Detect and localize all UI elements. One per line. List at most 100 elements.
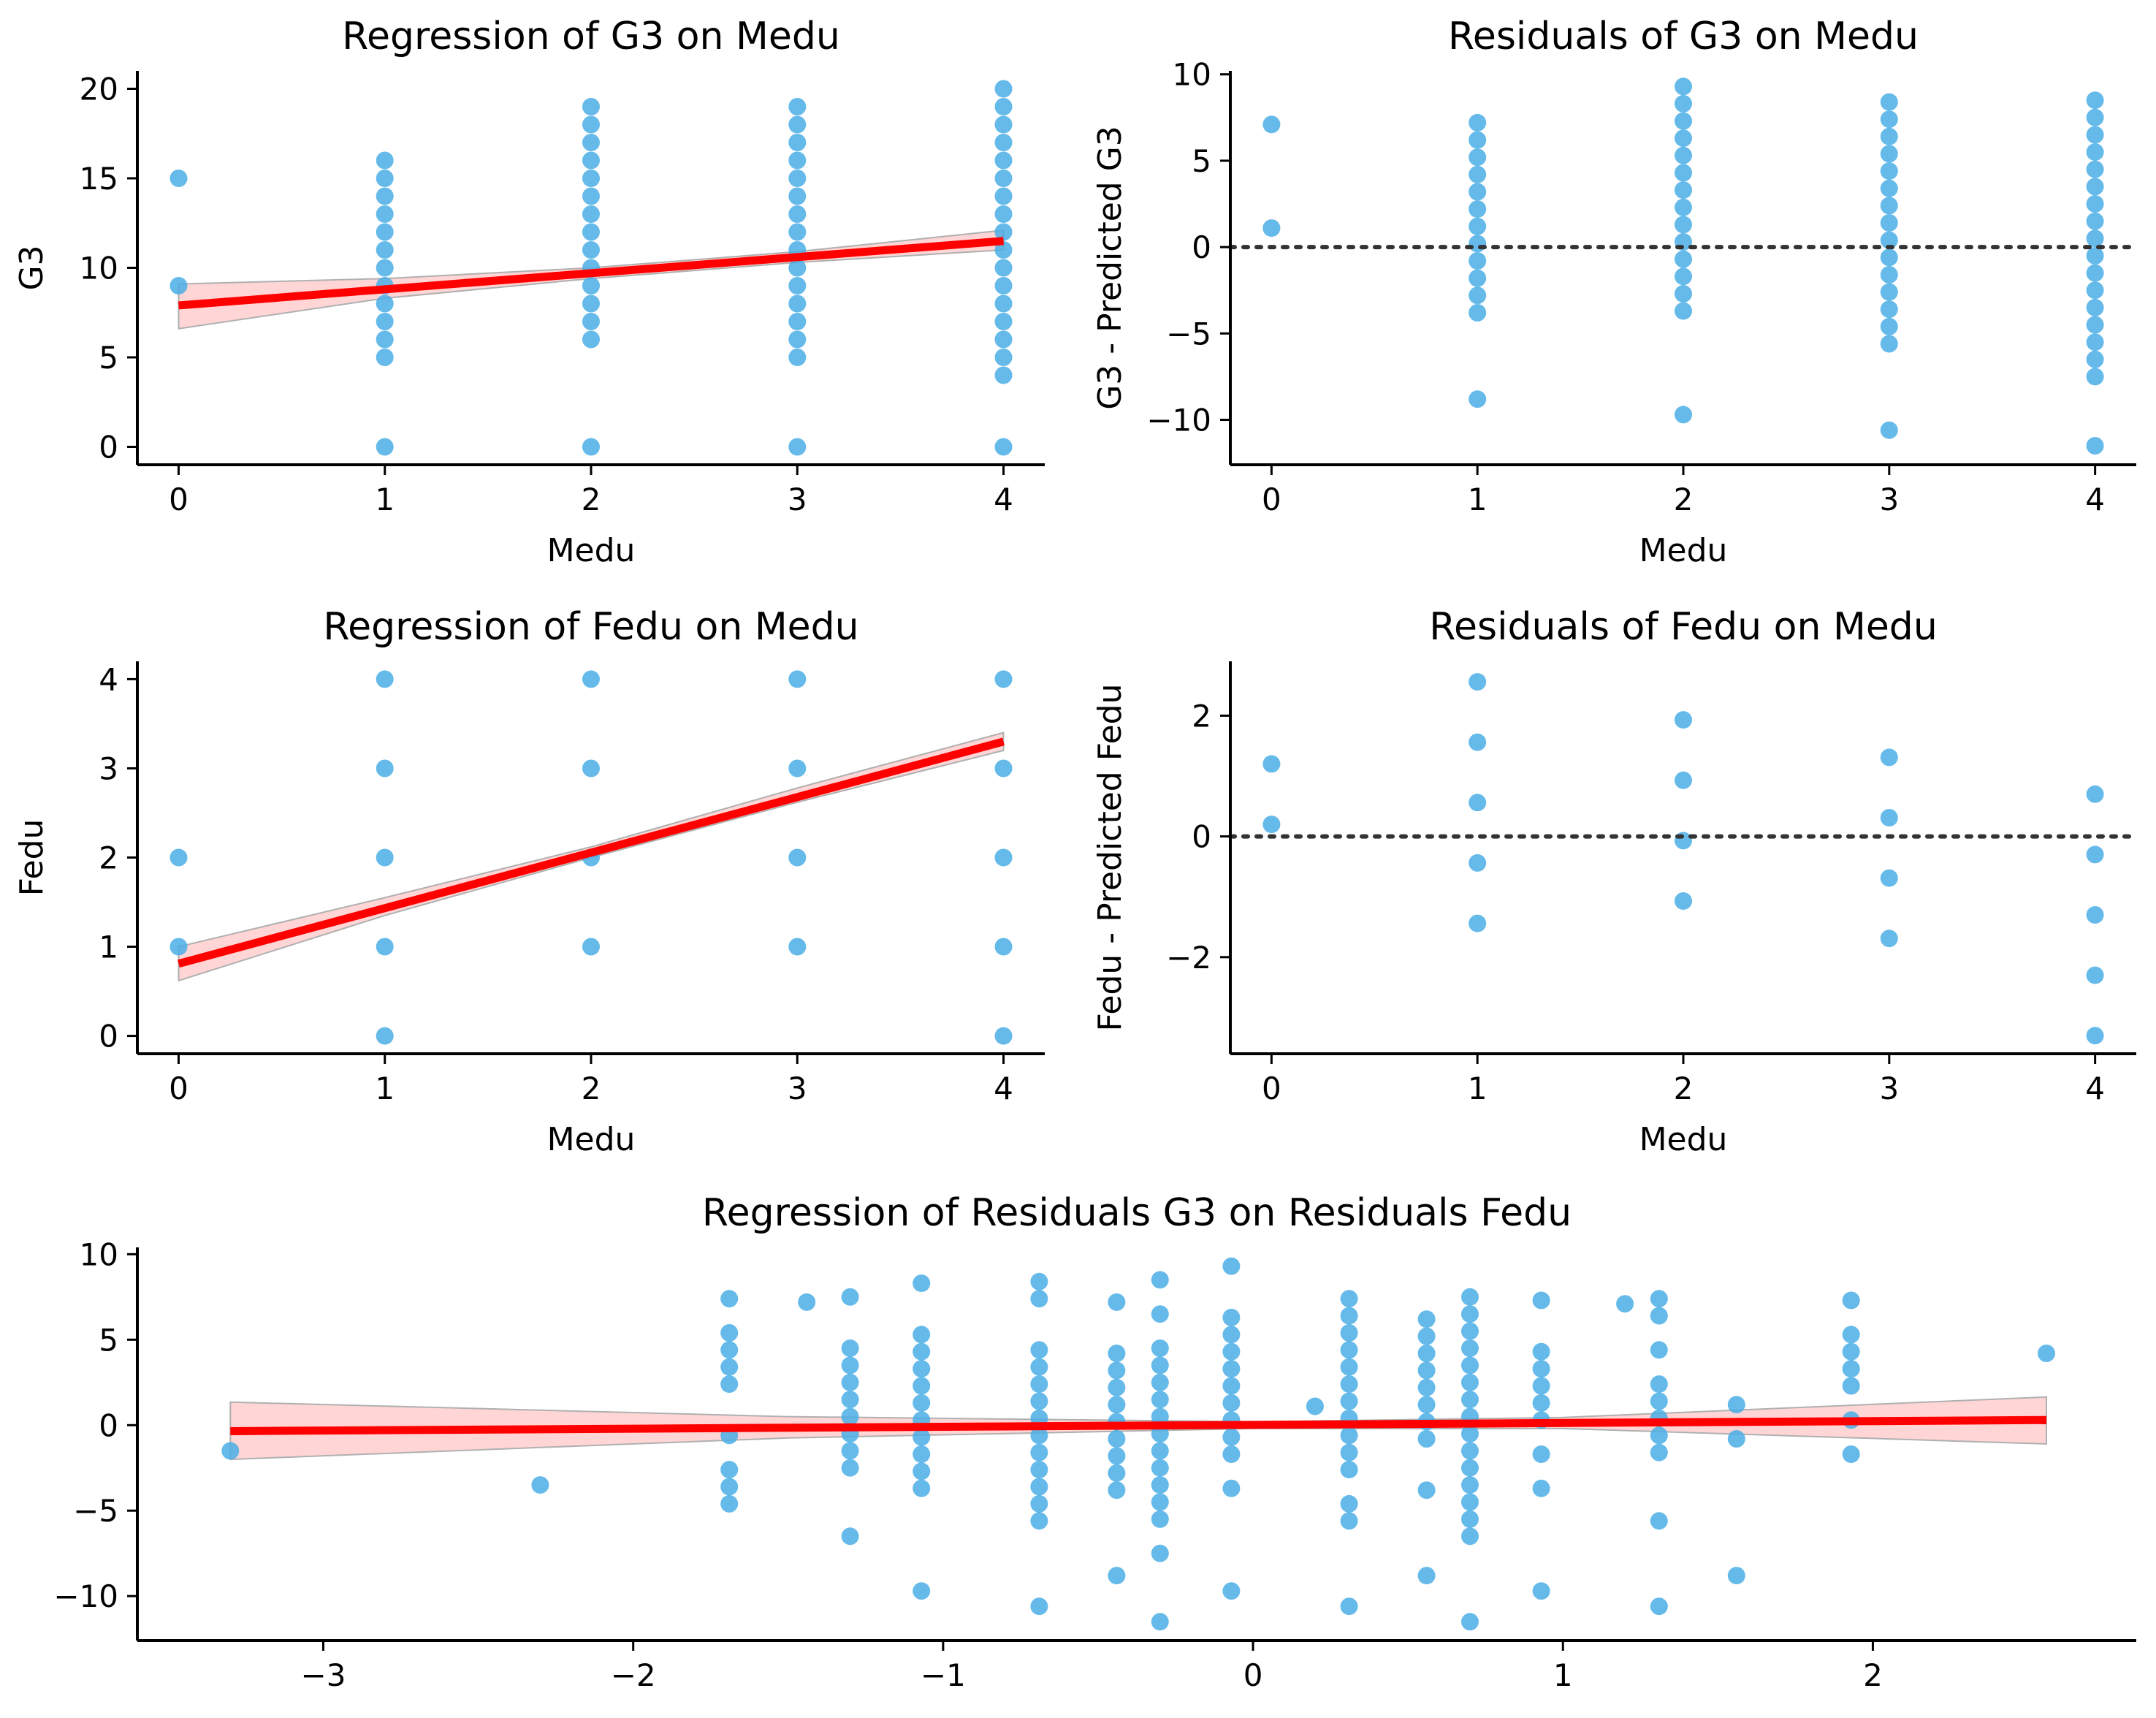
x-tick-label: 1 (1468, 482, 1488, 517)
data-point (2086, 437, 2104, 455)
data-point (1030, 1597, 1048, 1616)
x-tick-label: 1 (375, 1071, 395, 1106)
data-point (1616, 1295, 1634, 1313)
data-point (2086, 195, 2104, 213)
data-point (1108, 1345, 1126, 1362)
data-point (1030, 1341, 1048, 1359)
data-point (1650, 1341, 1668, 1359)
y-tick-label: −5 (1166, 316, 1211, 351)
data-point (582, 330, 600, 349)
x-tick-label: 4 (994, 1071, 1013, 1106)
data-point (1650, 1307, 1668, 1325)
x-tick-label: 2 (1863, 1657, 1883, 1693)
data-point (1340, 1290, 1358, 1308)
data-point (1108, 1481, 1126, 1500)
data-point (913, 1394, 931, 1412)
data-point (582, 241, 600, 259)
data-point (2086, 143, 2104, 161)
data-point (1532, 1342, 1550, 1361)
data-point (1650, 1392, 1668, 1410)
data-point (994, 151, 1013, 170)
x-tick-label: 2 (582, 1071, 601, 1106)
data-point (1675, 285, 1692, 303)
y-tick-label: 0 (99, 1407, 118, 1443)
data-point (1222, 1342, 1241, 1361)
data-point (1675, 181, 1692, 199)
y-axis-label: Fedu - Predicted Fedu (1092, 684, 1129, 1032)
x-axis-label: Medu (1639, 1121, 1728, 1158)
data-point (994, 759, 1013, 778)
data-point (1030, 1512, 1048, 1530)
data-point (1340, 1461, 1358, 1479)
data-point (376, 294, 394, 313)
data-point (1262, 219, 1281, 237)
data-point (1675, 771, 1692, 789)
x-axis-label: Medu (547, 532, 636, 569)
data-point (1030, 1443, 1048, 1462)
y-tick-label: −2 (1166, 940, 1211, 976)
y-tick-label: 20 (80, 72, 118, 107)
regression-line (178, 237, 1004, 310)
data-point (1880, 421, 1898, 439)
data-point (1222, 1582, 1241, 1600)
data-point (841, 1442, 859, 1460)
data-point (1880, 317, 1898, 335)
data-point (1532, 1291, 1550, 1310)
data-point (1469, 131, 1487, 149)
data-point (1151, 1493, 1169, 1511)
data-point (1108, 1430, 1126, 1448)
chart-title: Regression of G3 on Medu (342, 15, 840, 58)
data-point (788, 313, 807, 330)
chart-g3-on-medu: 0 1 2 3 4 0 5 10 15 20 Regression of G3 on Medu Med… (13, 15, 1045, 569)
data-point (1417, 1430, 1436, 1448)
data-point (376, 241, 394, 259)
data-point (2086, 160, 2104, 178)
data-point (1675, 711, 1692, 729)
data-point (994, 349, 1013, 366)
data-point (1222, 1479, 1241, 1497)
data-point (1151, 1271, 1169, 1289)
data-point (1532, 1445, 1550, 1463)
data-point (994, 670, 1013, 688)
data-point (1880, 179, 1898, 197)
x-tick-label: 0 (1262, 482, 1281, 517)
data-point (1469, 914, 1487, 932)
data-point (2086, 247, 2104, 265)
data-point (788, 170, 807, 187)
data-point (2086, 126, 2104, 144)
data-point (1151, 1373, 1169, 1391)
data-point (2086, 212, 2104, 230)
data-point (376, 759, 394, 778)
data-point (1461, 1510, 1479, 1528)
data-point (1880, 248, 1898, 267)
data-point (1532, 1394, 1550, 1412)
data-point (994, 80, 1013, 98)
data-point (376, 1027, 394, 1045)
data-point (1880, 110, 1898, 129)
data-point (1727, 1567, 1745, 1585)
data-point (1842, 1291, 1860, 1310)
y-tick-label: 10 (80, 1236, 118, 1272)
data-point (582, 670, 600, 688)
data-point (1151, 1442, 1169, 1460)
regression-line (230, 1415, 2047, 1435)
data-point (582, 187, 600, 205)
data-point (1880, 93, 1898, 111)
data-point (1461, 1476, 1479, 1494)
data-point (1461, 1322, 1479, 1340)
data-point (1340, 1426, 1358, 1445)
data-point (1675, 146, 1692, 164)
data-point (913, 1360, 931, 1378)
data-point (788, 187, 807, 205)
data-point (376, 313, 394, 330)
data-point (994, 438, 1013, 456)
data-point (1417, 1481, 1436, 1500)
data-point (1030, 1426, 1048, 1445)
data-point (1262, 755, 1281, 773)
data-point (1151, 1510, 1169, 1528)
data-point (1650, 1426, 1668, 1445)
data-point (994, 98, 1013, 115)
scatter-points (1262, 673, 2104, 1045)
data-point (376, 170, 394, 187)
